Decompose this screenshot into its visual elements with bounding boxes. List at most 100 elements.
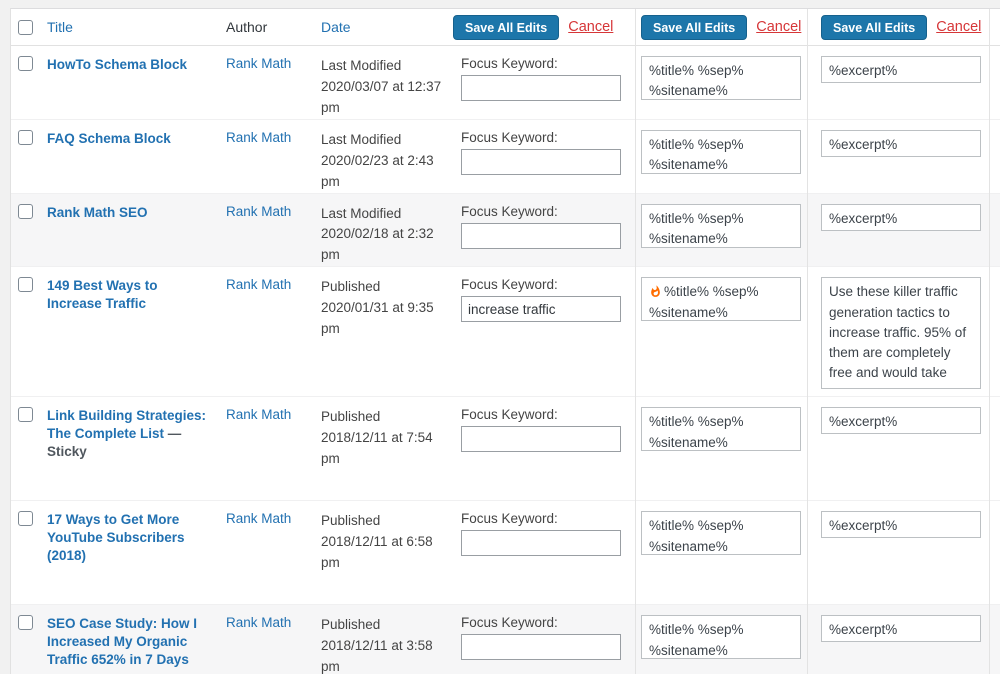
- post-title-link[interactable]: 149 Best Ways to Increase Traffic: [47, 278, 158, 312]
- header-date-cell: Date: [321, 19, 461, 35]
- column-header-author: Author: [226, 19, 268, 35]
- author-cell: Rank Math: [226, 194, 321, 267]
- row-checkbox[interactable]: [18, 203, 33, 219]
- column-header-title[interactable]: Title: [47, 19, 73, 35]
- cancel-link[interactable]: Cancel: [936, 19, 982, 35]
- focus-keyword-label: Focus Keyword:: [461, 56, 558, 71]
- author-cell: Rank Math: [226, 397, 321, 500]
- title-template-box[interactable]: %title% %sep% %sitename%: [641, 615, 801, 660]
- excerpt-box[interactable]: %excerpt%: [821, 407, 981, 435]
- focus-keyword-input[interactable]: [461, 634, 621, 661]
- row-checkbox[interactable]: [18, 56, 33, 71]
- focus-keyword-input[interactable]: [461, 296, 621, 323]
- row-checkbox-cell: [11, 267, 47, 396]
- date-status: Last Modified: [321, 58, 402, 73]
- excerpt-box[interactable]: %excerpt%: [821, 511, 981, 539]
- row-checkbox-cell: [11, 605, 47, 674]
- focus-keyword-input[interactable]: [461, 148, 621, 175]
- post-title-link[interactable]: 17 Ways to Get More YouTube Subscribers …: [47, 512, 185, 563]
- focus-keyword-input[interactable]: [461, 426, 621, 453]
- row-checkbox-cell: [11, 194, 47, 267]
- focus-keyword-cell: Focus Keyword:: [461, 194, 641, 267]
- save-all-edits-button[interactable]: Save All Edits: [821, 14, 928, 40]
- post-title-link[interactable]: Link Building Strategies: The Complete L…: [47, 408, 207, 442]
- column-header-date[interactable]: Date: [321, 19, 351, 35]
- date-value: 2018/12/11 at 7:54 pm: [321, 430, 433, 467]
- save-all-edits-button[interactable]: Save All Edits: [641, 14, 748, 40]
- excerpt-box[interactable]: %excerpt%: [821, 203, 981, 231]
- author-link[interactable]: Rank Math: [226, 407, 292, 423]
- date-cell: Last Modified 2020/02/18 at 2:32 pm: [321, 194, 461, 267]
- excerpt-cell: %excerpt%: [821, 397, 999, 500]
- focus-keyword-cell: Focus Keyword:: [461, 120, 641, 193]
- section-divider: [635, 9, 636, 674]
- excerpt-cell: %excerpt%: [821, 501, 999, 604]
- focus-keyword-cell: Focus Keyword:: [461, 605, 641, 674]
- author-link[interactable]: Rank Math: [226, 56, 292, 71]
- date-value: 2018/12/11 at 6:58 pm: [321, 534, 433, 571]
- table-row: HowTo Schema Block Rank Math Last Modifi…: [11, 46, 1000, 119]
- row-checkbox[interactable]: [18, 615, 33, 631]
- focus-keyword-cell: Focus Keyword:: [461, 46, 641, 119]
- focus-keyword-cell: Focus Keyword:: [461, 267, 641, 396]
- title-template-box[interactable]: %title% %sep% %sitename%: [641, 511, 801, 556]
- date-cell: Published 2018/12/11 at 6:58 pm: [321, 501, 461, 604]
- author-link[interactable]: Rank Math: [226, 277, 292, 293]
- section-divider: [989, 9, 990, 674]
- focus-keyword-label: Focus Keyword:: [461, 129, 558, 145]
- title-template-cell: %title% %sep% %sitename%: [641, 194, 821, 267]
- post-title-link[interactable]: FAQ Schema Block: [47, 130, 171, 146]
- date-value: 2020/02/23 at 2:43 pm: [321, 152, 434, 189]
- row-checkbox[interactable]: [18, 407, 33, 423]
- header-checkbox-cell: [11, 19, 47, 35]
- focus-keyword-input[interactable]: [461, 222, 621, 249]
- focus-keyword-input[interactable]: [461, 75, 621, 101]
- author-cell: Rank Math: [226, 605, 321, 674]
- post-title-link[interactable]: Rank Math SEO: [47, 204, 148, 220]
- focus-keyword-input[interactable]: [461, 530, 621, 557]
- excerpt-box[interactable]: %excerpt%: [821, 56, 981, 83]
- author-link[interactable]: Rank Math: [226, 511, 292, 527]
- focus-keyword-cell: Focus Keyword:: [461, 501, 641, 604]
- row-checkbox[interactable]: [18, 277, 33, 293]
- focus-keyword-actions: Save All Edits Cancel: [453, 14, 641, 40]
- author-link[interactable]: Rank Math: [226, 615, 292, 631]
- row-checkbox[interactable]: [18, 129, 33, 145]
- excerpt-box[interactable]: %excerpt%: [821, 129, 981, 157]
- excerpt-box[interactable]: %excerpt%: [821, 615, 981, 643]
- cancel-link[interactable]: Cancel: [568, 19, 614, 35]
- title-cell: FAQ Schema Block: [47, 120, 226, 193]
- title-template-box[interactable]: %title% %sep% %sitename%: [641, 129, 801, 174]
- focus-keyword-label: Focus Keyword:: [461, 511, 558, 527]
- date-value: 2018/12/11 at 3:58 pm: [321, 638, 433, 674]
- save-all-edits-button[interactable]: Save All Edits: [453, 14, 560, 40]
- excerpt-cell: Use these killer traffic generation tact…: [821, 267, 999, 396]
- title-template-box[interactable]: %title% %sep% %sitename%: [641, 277, 801, 322]
- post-title-link[interactable]: SEO Case Study: How I Increased My Organ…: [47, 616, 198, 667]
- title-template-box[interactable]: %title% %sep% %sitename%: [641, 407, 801, 452]
- rows: HowTo Schema Block Rank Math Last Modifi…: [11, 46, 1000, 674]
- title-template-cell: %title% %sep% %sitename%: [641, 120, 821, 193]
- table-row: SEO Case Study: How I Increased My Organ…: [11, 604, 1000, 674]
- table-header: Title Author Date Save All Edits Cancel …: [11, 9, 1000, 46]
- header-title-cell: Title: [47, 19, 226, 35]
- excerpt-actions: Save All Edits Cancel: [821, 14, 999, 40]
- cancel-link[interactable]: Cancel: [756, 19, 802, 35]
- select-all-checkbox[interactable]: [18, 19, 33, 35]
- post-title-link[interactable]: HowTo Schema Block: [47, 57, 188, 72]
- focus-keyword-label: Focus Keyword:: [461, 615, 558, 631]
- author-link[interactable]: Rank Math: [226, 203, 292, 219]
- title-template-actions: Save All Edits Cancel: [641, 14, 821, 40]
- row-checkbox[interactable]: [18, 511, 33, 527]
- table-row: 17 Ways to Get More YouTube Subscribers …: [11, 500, 1000, 604]
- bulk-edit-table-panel: Title Author Date Save All Edits Cancel …: [10, 8, 1000, 674]
- focus-keyword-cell: Focus Keyword:: [461, 397, 641, 500]
- fire-flame-icon: [651, 285, 660, 298]
- author-link[interactable]: Rank Math: [226, 129, 292, 145]
- excerpt-box[interactable]: Use these killer traffic generation tact…: [821, 277, 981, 390]
- title-template-box[interactable]: %title% %sep% %sitename%: [641, 56, 801, 100]
- author-cell: Rank Math: [226, 46, 321, 119]
- title-template-box[interactable]: %title% %sep% %sitename%: [641, 203, 801, 248]
- date-cell: Published 2018/12/11 at 7:54 pm: [321, 397, 461, 500]
- focus-keyword-label: Focus Keyword:: [461, 203, 558, 219]
